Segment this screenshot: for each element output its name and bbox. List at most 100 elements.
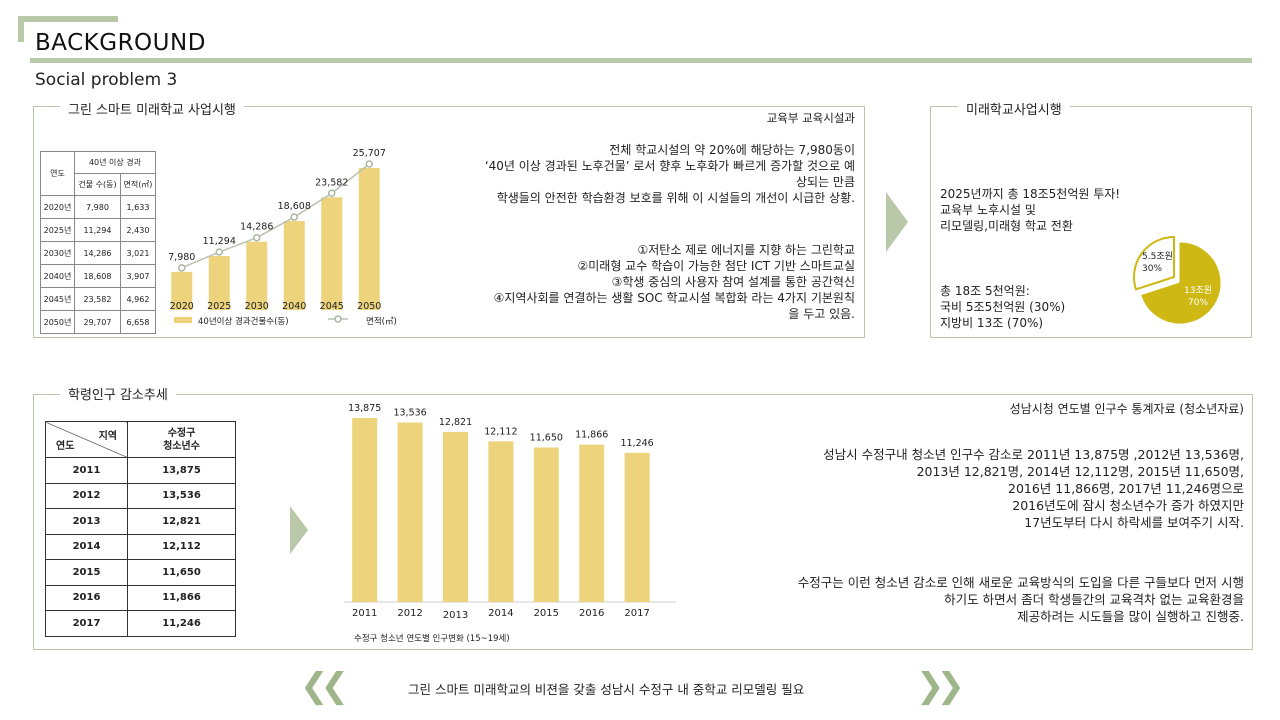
panel3-paragraph-2: 수정구는 이런 청소년 감소로 인해 새로운 교육방식의 도입을 다른 구들보다… — [798, 574, 1244, 625]
data-label: 12,112 — [484, 426, 517, 437]
table-cell: 2040년 — [40, 264, 75, 288]
table-corner-cell: 지역 연도 — [45, 421, 128, 458]
school-age-population-panel — [33, 394, 1253, 650]
text-line: 전체 학교시설의 약 20%에 해당하는 7,980동이 — [609, 143, 855, 157]
x-tick-label: 2013 — [443, 610, 468, 621]
table-cell: 2045년 — [40, 287, 75, 311]
table-cell: 18,608 — [74, 264, 121, 288]
chart-caption: 수정구 청소년 연도별 인구변화 (15~19세) — [354, 633, 510, 644]
text-line: 을 두고 있음. — [788, 307, 855, 321]
table-cell: 11,246 — [127, 610, 236, 637]
text-line: 2016년도에 잠시 청소년수가 증가 하였지만 — [1012, 498, 1244, 513]
text-line: 교육부 노후시설 및 — [940, 203, 1036, 217]
table-cell: 2020년 — [40, 195, 75, 219]
panel1-source: 교육부 교육시설과 — [766, 111, 855, 125]
future-school-legend: 미래학교사업시행 — [958, 99, 1070, 118]
table-cell: 1,633 — [119, 195, 157, 219]
corner-top-label: 지역 — [98, 431, 117, 442]
bar — [246, 241, 268, 310]
x-tick-label: 2030 — [245, 301, 269, 312]
x-tick-label: 2011 — [352, 608, 377, 619]
table-cell: 2014 — [45, 533, 128, 560]
bar — [488, 441, 514, 602]
data-label: 11,294 — [203, 236, 236, 247]
x-tick-label: 2050 — [357, 301, 381, 312]
line-point — [178, 264, 186, 272]
title-underline — [30, 58, 1252, 63]
page-subtitle: Social problem 3 — [35, 70, 178, 90]
table-cell: 13,536 — [127, 482, 236, 509]
school-age-population-legend: 학령인구 감소추세 — [60, 384, 176, 403]
text-line: ②미래형 교수 학습이 가능한 첨단 ICT 기반 스마트교실 — [577, 259, 855, 273]
bar — [358, 168, 380, 310]
table-cell: 4,962 — [119, 287, 157, 311]
pie-pct-large: 70% — [1188, 298, 1208, 308]
bar — [352, 418, 378, 602]
table-header-youth: 수정구 청소년수 — [127, 421, 236, 458]
line-point — [290, 213, 298, 221]
pie-slice-5-5 — [1133, 235, 1175, 291]
bar — [321, 197, 343, 310]
text-line: 2016년 11,866명, 2017년 11,246명으로 — [1008, 481, 1244, 496]
text-line: ③학생 중심의 사용자 참여 설계를 통한 공간혁신 — [611, 275, 855, 289]
table-cell: 3,021 — [119, 241, 157, 265]
table-cell: 13,875 — [127, 457, 236, 484]
table-cell: 2013 — [45, 508, 128, 535]
x-tick-label: 2045 — [320, 301, 344, 312]
bar — [171, 271, 193, 310]
legend-bar-swatch — [174, 317, 192, 323]
panel3-paragraph-1: 성남시 수정구내 청소년 인구수 감소로 2011년 13,875명 ,2012… — [823, 446, 1244, 531]
table-header-count: 건물 수(동) — [74, 173, 121, 196]
green-smart-school-panel — [33, 106, 865, 338]
legend-line-label: 면적(㎡) — [366, 316, 397, 327]
table-cell: 29,707 — [74, 310, 121, 334]
table-header-group: 40년 이상 경과 — [74, 151, 156, 174]
data-label: 11,866 — [575, 430, 608, 441]
x-tick-label: 2040 — [282, 301, 306, 312]
page-title: BACKGROUND — [35, 30, 206, 56]
text-line: 17년도부터 다시 하락세를 보여주기 시작. — [1024, 515, 1244, 530]
data-label: 13,536 — [393, 407, 426, 418]
investment-summary: 2025년까지 총 18조5천억원 투자! 교육부 노후시설 및 리모델링,미래… — [940, 186, 1120, 234]
header-line: 청소년수 — [163, 440, 200, 452]
table-row: 2017 11,246 — [45, 610, 236, 637]
table-row: 2016 11,866 — [45, 584, 236, 611]
old-buildings-table: 연도 40년 이상 경과 건물 수(동) 면적(㎡) 2020년 7,980 1,6… — [40, 151, 157, 334]
x-tick-label: 2015 — [534, 608, 559, 619]
data-label: 23,582 — [315, 177, 348, 188]
pie-slice-13 — [1141, 242, 1221, 324]
bar — [283, 221, 305, 310]
text-line: 수정구는 이런 청소년 감소로 인해 새로운 교육방식의 도입을 다른 구들보다… — [797, 575, 1244, 590]
line-point — [215, 248, 223, 256]
table-cell: 11,866 — [127, 584, 236, 611]
table-row: 2050년 29,707 6,658 — [40, 310, 157, 334]
text-line: 지방비 13조 (70%) — [940, 316, 1044, 330]
table-cell: 2030년 — [40, 241, 75, 265]
table-cell: 2025년 — [40, 218, 75, 242]
bar — [533, 447, 559, 602]
table-cell: 2016 — [45, 584, 128, 611]
line-point — [365, 160, 373, 168]
data-label: 12,821 — [439, 417, 472, 428]
x-tick-label: 2017 — [624, 608, 649, 619]
text-line: 제공하려는 시도들을 많이 실행하고 진행중. — [1017, 609, 1244, 624]
table-header-area: 면적(㎡) — [119, 173, 157, 196]
text-line: 리모델링,미래형 학교 전환 — [940, 219, 1073, 233]
text-line: 2025년까지 총 18조5천억원 투자! — [940, 187, 1121, 201]
table-row: 2020년 7,980 1,633 — [40, 195, 157, 219]
data-label: 7,980 — [168, 252, 195, 263]
double-chevron-right-icon: ❯❯ — [916, 666, 965, 706]
data-label: 14,286 — [240, 222, 273, 233]
text-line: 학생들의 안전한 학습환경 보호를 위해 이 시설들의 개선이 시급한 상황. — [496, 191, 855, 205]
table-cell: 12,821 — [127, 508, 236, 535]
pie-pct-small: 30% — [1142, 264, 1162, 274]
table-header-year: 연도 — [40, 151, 75, 196]
double-chevron-left-icon: ❮❮ — [300, 666, 349, 706]
title-corner-decoration — [18, 16, 118, 42]
youth-population-table: 지역 연도 수정구 청소년수 2011 13,875 2012 13,536 2013 1… — [45, 421, 236, 637]
text-line: ‘40년 이상 경과된 노후건물’ 로서 향후 노후화가 빠르게 증가할 것으로… — [484, 159, 855, 173]
x-tick-label: 2020 — [170, 301, 194, 312]
text-line: 2013년 12,821명, 2014년 12,112명, 2015년 11,6… — [916, 464, 1244, 479]
corner-bottom-label: 연도 — [56, 441, 75, 452]
budget-breakdown: 총 18조 5천억원: 국비 5조5천억원 (30%) 지방비 13조 (70%… — [940, 283, 1065, 331]
